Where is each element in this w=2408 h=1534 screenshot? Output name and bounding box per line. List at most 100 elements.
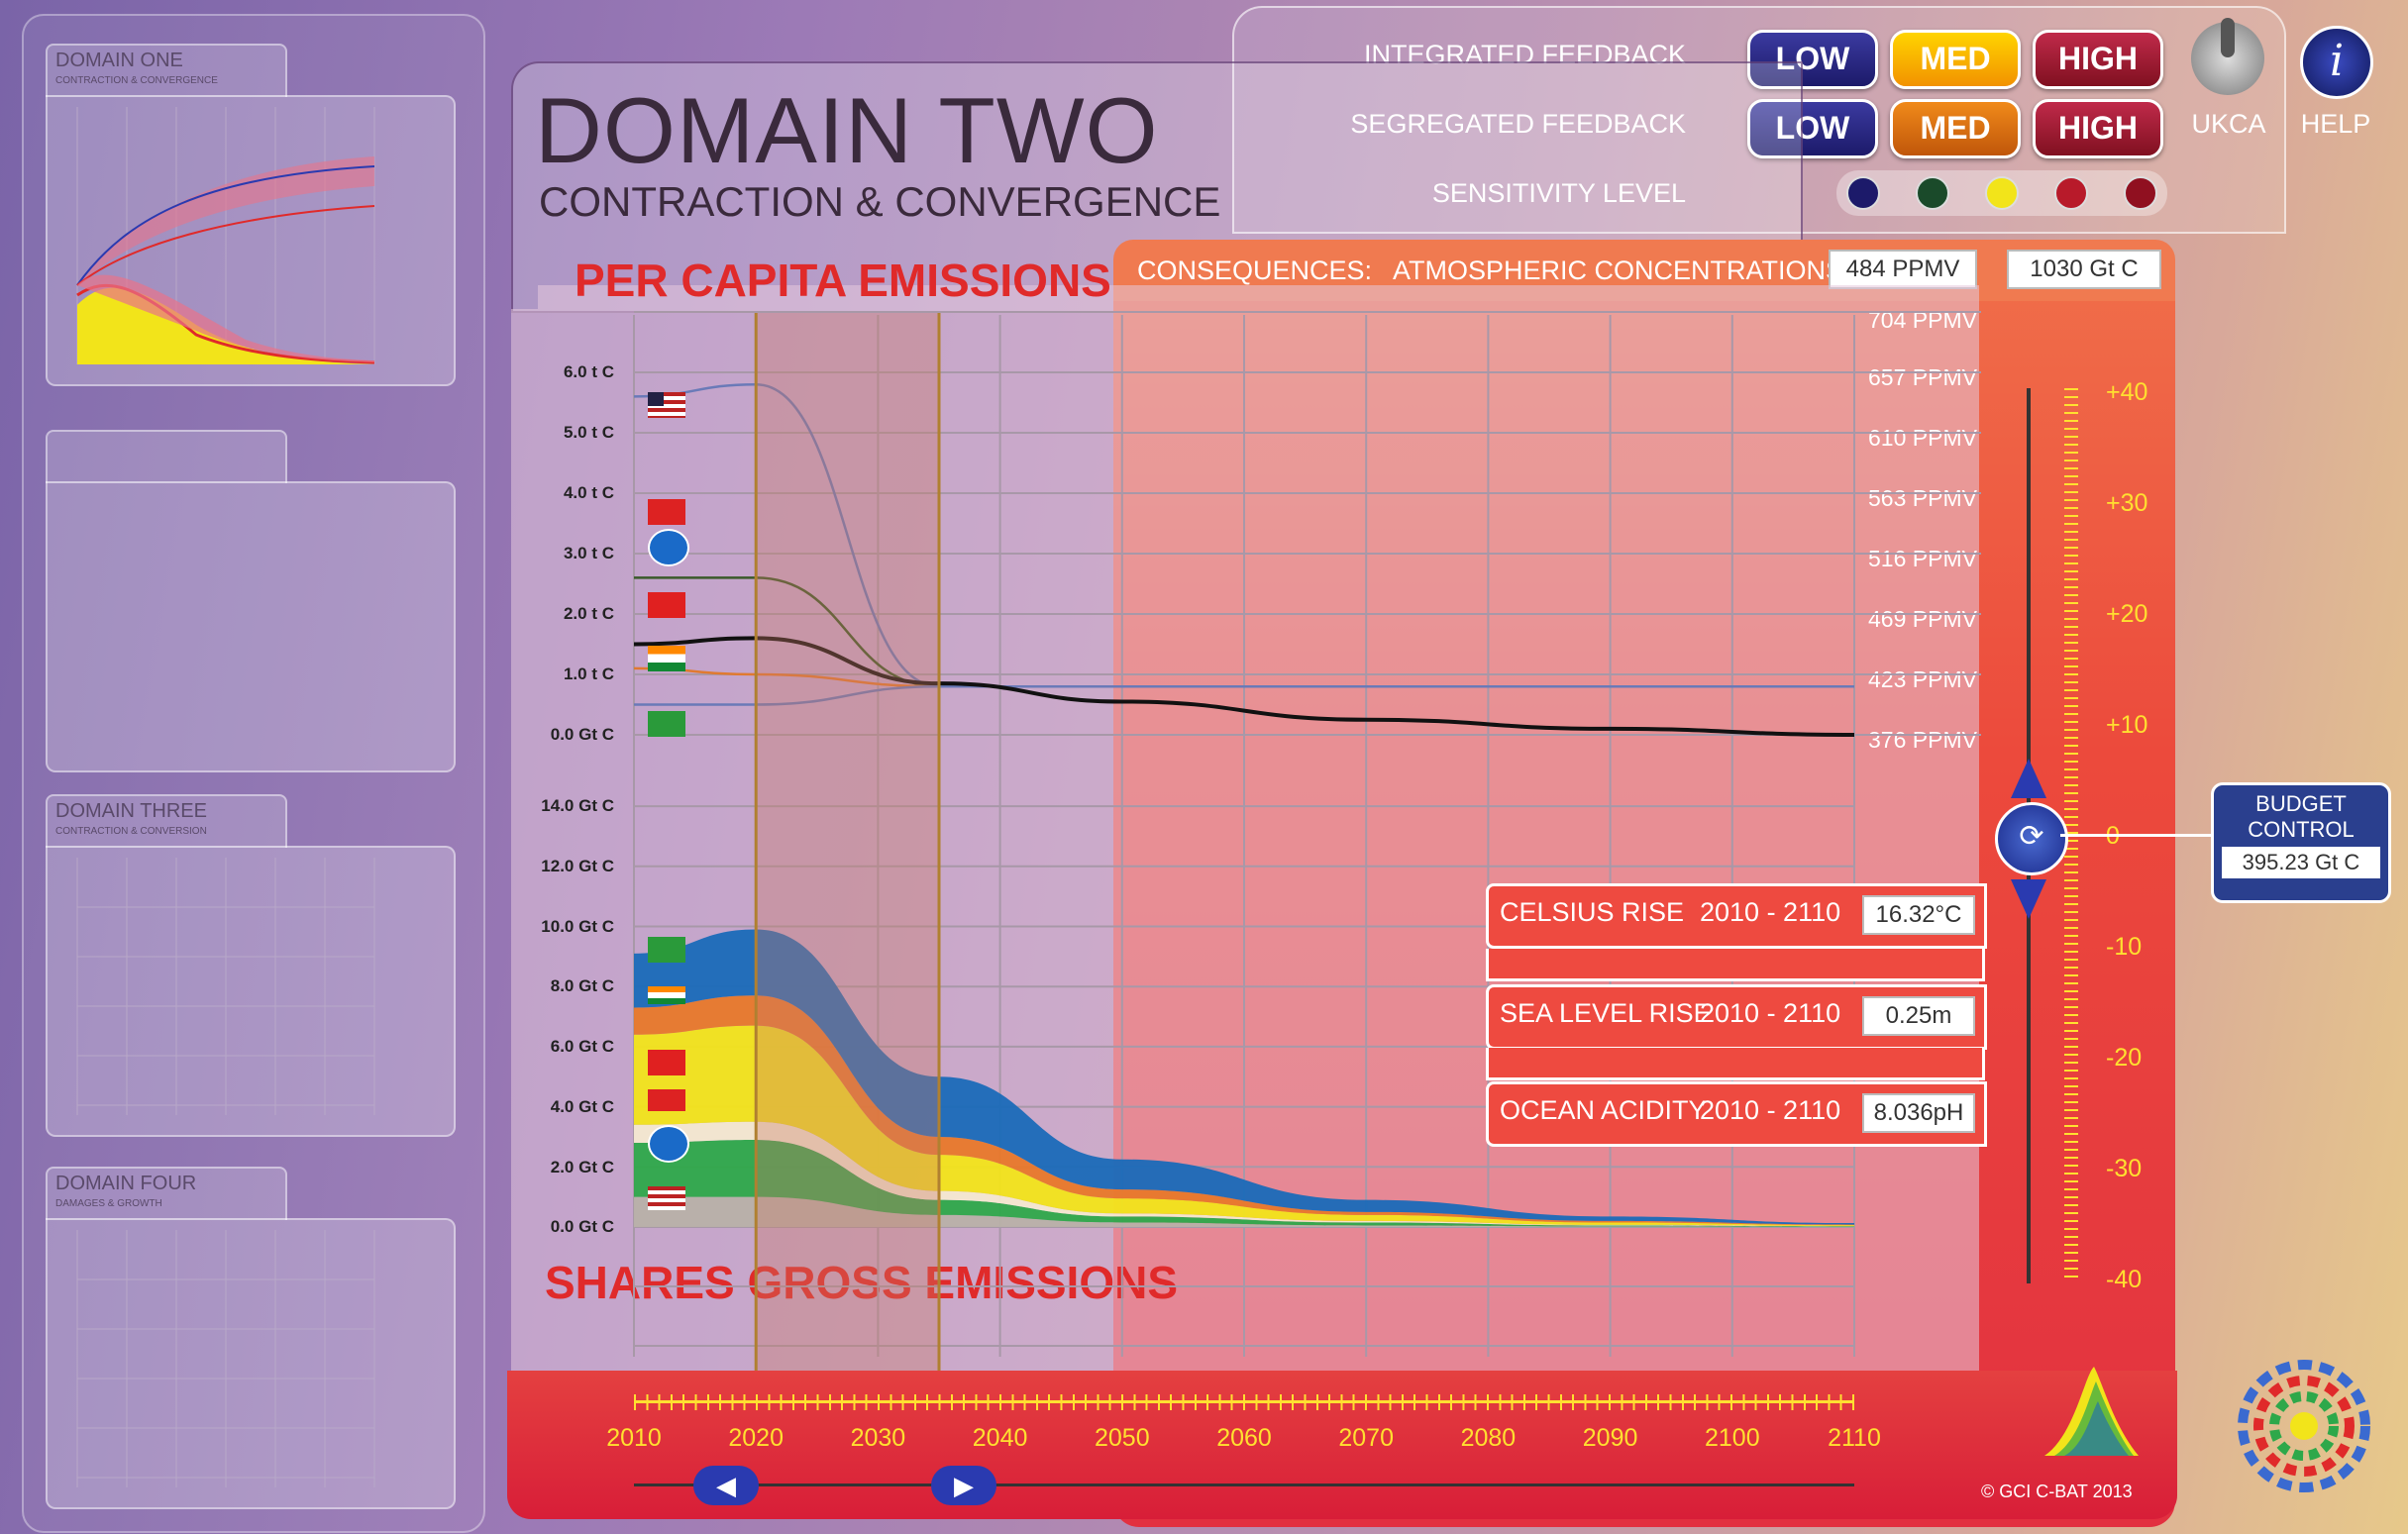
domain-four-thumbnail[interactable]: DOMAIN FOUR DAMAGES & GROWTH [22, 1137, 456, 1513]
oecd-area-logo-icon [648, 1125, 689, 1163]
sg-ytick-4: 8.0 Gt C [550, 976, 614, 995]
budget-scale-label: -20 [2106, 1044, 2143, 1072]
domain-four-mini-grid [76, 1230, 375, 1487]
china-area-flag-icon [648, 1050, 685, 1075]
celsius-rise-row-bottom [1486, 949, 1985, 981]
sea-level-rise-range: 2010 - 2110 [1700, 998, 1841, 1028]
pc-ytick-1: 1.0 t C [563, 665, 614, 683]
pc-ytick-3: 3.0 t C [563, 544, 614, 562]
ppmv-tick-2: 469 PPMV [1868, 606, 1977, 632]
budget-control-box: BUDGET CONTROL 395.23 Gt C [2211, 782, 2391, 903]
domain-three-mini-grid [76, 858, 375, 1115]
timeline-year-label: 2070 [1338, 1424, 1394, 1452]
ppmv-tick-0: 376 PPMV [1868, 727, 1977, 753]
budget-scale-label: +30 [2106, 489, 2148, 517]
budget-down-arrow-icon[interactable] [2011, 879, 2046, 919]
budget-value-field[interactable]: 395.23 Gt C [2222, 847, 2380, 878]
toggle-lever-icon [2221, 18, 2235, 57]
ukca-toggle-switch[interactable] [2191, 18, 2264, 95]
budget-slider-knob[interactable]: ⟳ [1995, 802, 2068, 875]
shares-gross-emissions-label: SHARES GROSS EMISSIONS [545, 1257, 1179, 1308]
china-flag-icon [648, 592, 685, 618]
app-logo-icon [2044, 1367, 2139, 1456]
sg-ytick-3: 6.0 Gt C [550, 1037, 614, 1056]
budget-scale-label: +20 [2106, 600, 2148, 628]
help-info-icon[interactable]: i [2300, 26, 2373, 99]
segregated-med-button[interactable]: MED [1890, 99, 2021, 158]
sea-level-rise-label: SEA LEVEL RISE [1500, 998, 1712, 1028]
africa-flag-icon [648, 711, 685, 737]
sensitivity-dot-4[interactable] [2054, 176, 2088, 210]
sg-ytick-7: 14.0 Gt C [541, 796, 614, 815]
time-window-shade [756, 313, 939, 1517]
timeline-year-label: 2060 [1216, 1424, 1272, 1452]
domain-blank-panel [46, 481, 456, 772]
timeline-year-label: 2020 [728, 1424, 784, 1452]
per-capita-line-3 [634, 684, 1854, 706]
integrated-med-button[interactable]: MED [1890, 30, 2021, 89]
celsius-rise-value: 16.32°C [1862, 895, 1975, 935]
domain-blank-thumbnail[interactable] [22, 400, 456, 776]
sea-level-rise-row-bottom [1486, 1048, 1985, 1080]
budget-title-line2: CONTROL [2248, 817, 2355, 842]
integrated-high-button[interactable]: HIGH [2033, 30, 2163, 89]
budget-up-arrow-icon[interactable] [2011, 759, 2046, 798]
sensitivity-level-label: SENSITIVITY LEVEL [1431, 178, 1686, 208]
sensitivity-dot-3[interactable] [1985, 176, 2019, 210]
timeline-ticks [634, 1394, 1854, 1410]
domain-one-title: DOMAIN ONE [55, 50, 183, 71]
usa-area-flag-icon [648, 1186, 685, 1210]
domain-one-mini-chart [76, 107, 375, 364]
ppmv-tick-4: 563 PPMV [1868, 485, 1977, 511]
domain-four-tab [46, 1167, 287, 1220]
sensitivity-dot-1[interactable] [1846, 176, 1880, 210]
domain-one-subtitle: CONTRACTION & CONVERGENCE [55, 75, 218, 86]
per-capita-line-4 [633, 636, 1855, 737]
pc-ytick-2: 2.0 t C [563, 604, 614, 623]
sensitivity-dot-5[interactable] [2124, 176, 2157, 210]
russia-flag-icon [648, 499, 685, 525]
domain-three-subtitle: CONTRACTION & CONVERSION [55, 826, 207, 837]
integrated-feedback-label: INTEGRATED FEEDBACK [1363, 40, 1686, 69]
gtc-value-field: 1030 Gt C [2007, 250, 2161, 289]
pc-ytick-6: 6.0 t C [563, 362, 614, 381]
budget-scale-label: -10 [2106, 933, 2143, 961]
sensitivity-dot-2[interactable] [1916, 176, 1949, 210]
ppmv-tick-5: 610 PPMV [1868, 425, 1977, 451]
timeline-start-handle[interactable]: ◀ [693, 1466, 759, 1505]
domain-three-panel [46, 846, 456, 1137]
timeline-year-label: 2090 [1582, 1424, 1638, 1452]
budget-scale-label: -30 [2106, 1155, 2143, 1182]
segregated-feedback-label: SEGREGATED FEEDBACK [1350, 109, 1686, 139]
ppmv-tick-1: 423 PPMV [1868, 666, 1977, 692]
africa-area-flag-icon [648, 937, 685, 963]
usa-flag-icon [648, 392, 685, 418]
russia-area-flag-icon [648, 1089, 685, 1111]
page-title: DOMAIN TWO [535, 78, 1159, 182]
timeline-year-label: 2040 [972, 1424, 1028, 1452]
copyright-text: © GCI C-BAT 2013 [1981, 1482, 2133, 1501]
pc-ytick-0: 0.0 Gt C [550, 725, 614, 744]
budget-scale-label: +10 [2106, 711, 2148, 739]
timeline-year-label: 2100 [1704, 1424, 1760, 1452]
ocean-acidity-label: OCEAN ACIDITY [1500, 1095, 1707, 1125]
segregated-low-button[interactable]: LOW [1747, 99, 1878, 158]
india-area-flag-icon [648, 986, 685, 1004]
integrated-low-button[interactable]: LOW [1747, 30, 1878, 89]
timeline-end-handle[interactable]: ▶ [931, 1466, 996, 1505]
celsius-rise-label: CELSIUS RISE [1500, 897, 1685, 927]
consequences-label: CONSEQUENCES: [1137, 256, 1373, 285]
segregated-high-button[interactable]: HIGH [2033, 99, 2163, 158]
domain-three-tab [46, 794, 287, 848]
domain-one-panel [46, 95, 456, 386]
domain-three-thumbnail[interactable]: DOMAIN THREE CONTRACTION & CONVERSION [22, 765, 456, 1141]
budget-scale-label: +40 [2106, 378, 2148, 406]
time-window [754, 313, 941, 1517]
sg-ytick-5: 10.0 Gt C [541, 917, 614, 936]
timeline-range-track [634, 1483, 1854, 1486]
ppmv-tick-3: 516 PPMV [1868, 546, 1977, 571]
domain-one-thumbnail[interactable]: DOMAIN ONE CONTRACTION & CONVERGENCE [22, 14, 456, 390]
domain-four-panel [46, 1218, 456, 1509]
gci-rosette-logo-icon [2238, 1360, 2370, 1492]
